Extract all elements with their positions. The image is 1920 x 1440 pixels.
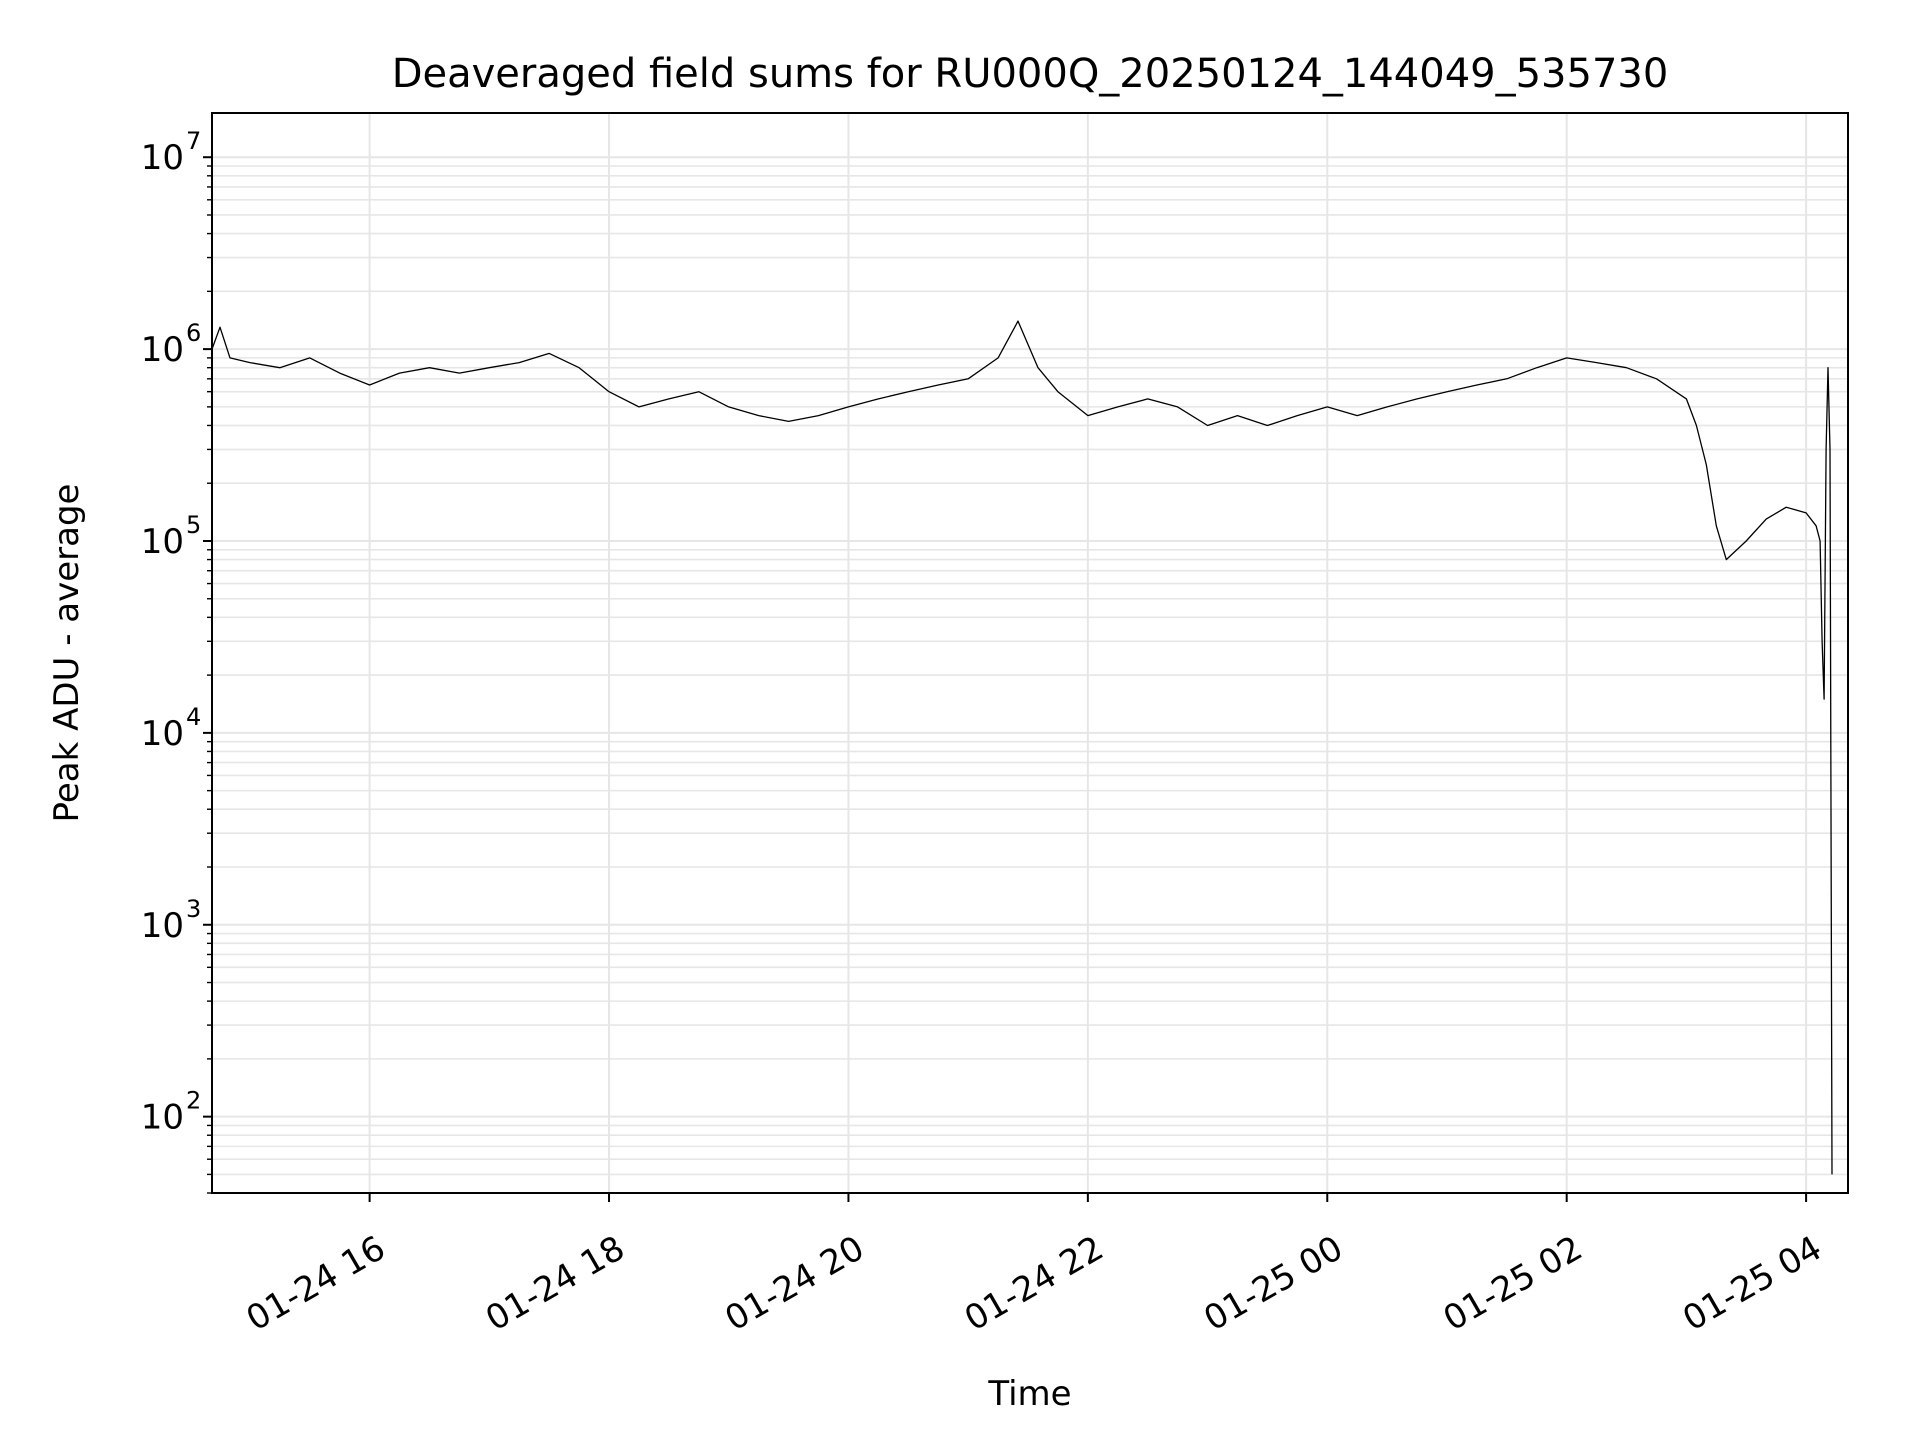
plot-frame	[211, 112, 1849, 1194]
y-tick-label: 10	[141, 522, 184, 562]
y-tick-label: 10	[141, 330, 184, 370]
y-tick-exponent: 6	[186, 319, 201, 347]
y-tick-label: 10	[141, 1098, 184, 1138]
y-tick-exponent: 7	[186, 127, 201, 155]
y-tick-exponent: 4	[186, 703, 201, 731]
y-tick-exponent: 2	[186, 1087, 201, 1115]
y-tick-label: 10	[141, 906, 184, 946]
y-tick-label: 10	[141, 138, 184, 178]
minor-gridlines	[212, 165, 1848, 1194]
y-tick-label: 10	[141, 714, 184, 754]
y-axis-label: Peak ADU - average	[47, 484, 87, 823]
chart-title: Deaveraged field sums for RU000Q_2025012…	[392, 51, 1669, 97]
y-tick-exponent: 3	[186, 895, 201, 923]
y-tick-exponent: 5	[186, 511, 201, 539]
x-axis-label: Time	[987, 1374, 1071, 1414]
series-line	[211, 320, 1833, 1175]
